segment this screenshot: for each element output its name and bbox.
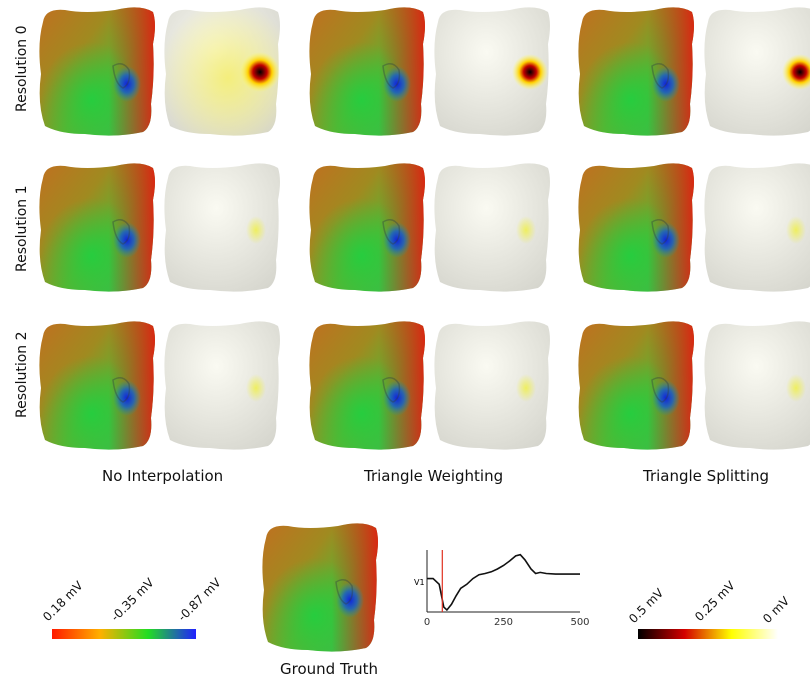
- potential-colorbar-gradient: [52, 629, 196, 639]
- signal-line: [427, 553, 580, 612]
- row-label-resolution-0: Resolution 0: [14, 25, 30, 112]
- error-tick-mid: 0.25 mV: [692, 578, 738, 624]
- potential-tick-max: 0.18 mV: [40, 578, 86, 624]
- error-map-r0-c0: [164, 7, 280, 136]
- x-tick-250: 250: [494, 617, 513, 628]
- column-label-triangle-weighting: Triangle Weighting: [364, 467, 504, 485]
- error-map-r1-c0: [164, 163, 280, 292]
- column-label-triangle-splitting: Triangle Splitting: [643, 467, 770, 485]
- potential-map-r1-c1: [309, 163, 425, 292]
- potential-map-r2-c2: [578, 321, 694, 450]
- potential-map-r2-c0: [39, 321, 155, 450]
- potential-tick-mid: -0.35 mV: [108, 575, 157, 624]
- error-tick-min: 0 mV: [760, 593, 793, 626]
- ground-truth-label: Ground Truth: [280, 660, 378, 678]
- column-label-no-interpolation: No Interpolation: [102, 467, 224, 485]
- row-label-resolution-1: Resolution 1: [14, 185, 30, 272]
- potential-map-r1-c0: [39, 163, 155, 292]
- x-tick-0: 0: [424, 617, 430, 628]
- error-map-r1-c2: [704, 163, 810, 292]
- potential-map-r2-c1: [309, 321, 425, 450]
- potential-map-r1-c2: [578, 163, 694, 292]
- row-label-resolution-2: Resolution 2: [14, 331, 30, 418]
- error-map-r2-c2: [704, 321, 810, 450]
- ground-truth-torso: [262, 523, 378, 652]
- error-map-r2-c0: [164, 321, 280, 450]
- error-map-r2-c1: [434, 321, 550, 450]
- x-tick-500: 500: [570, 617, 589, 628]
- error-map-r0-c2: [704, 7, 810, 136]
- error-map-r0-c1: [434, 7, 550, 136]
- potential-map-r0-c2: [578, 7, 694, 136]
- error-map-r1-c1: [434, 163, 550, 292]
- potential-map-r0-c1: [309, 7, 425, 136]
- error-tick-max: 0.5 mV: [626, 585, 667, 626]
- y-axis-label: V1: [414, 578, 425, 587]
- signal-plot: V1 0 250 500: [414, 550, 590, 628]
- potential-map-r0-c0: [39, 7, 155, 136]
- error-colorbar-gradient: [638, 629, 778, 639]
- potential-tick-min: -0.87 mV: [175, 575, 224, 624]
